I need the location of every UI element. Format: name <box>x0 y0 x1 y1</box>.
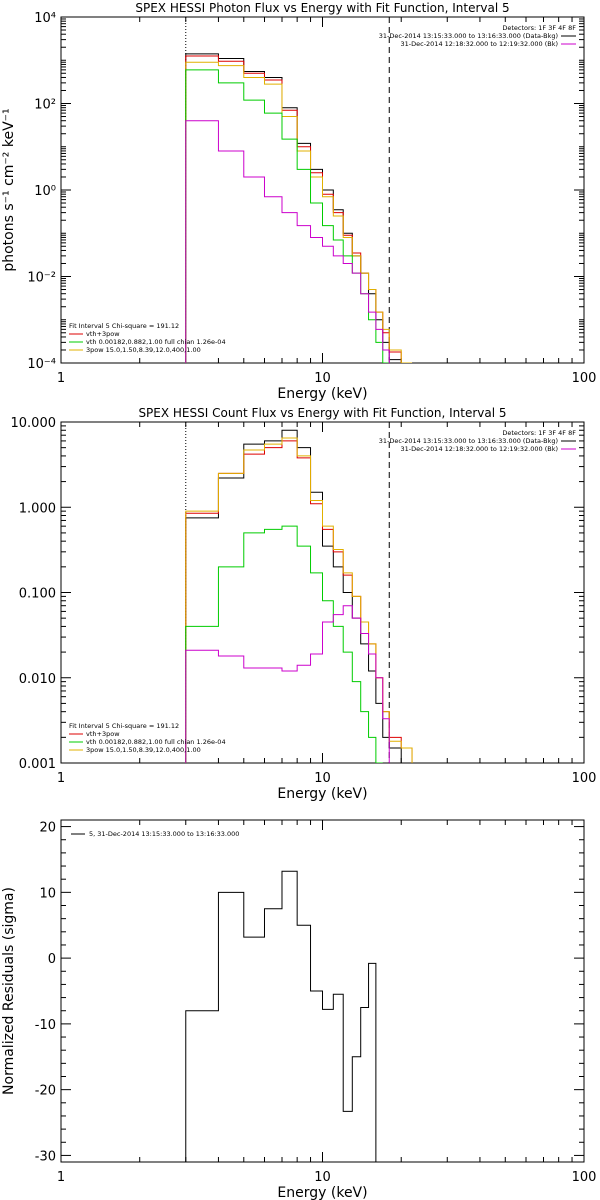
fit-legend-header: Fit Interval 5 Chi-square = 191.12 <box>69 322 179 330</box>
fit-legend-text: 3pow 15.0,1.50,8.39,12.0,400,1.00 <box>86 346 201 354</box>
series-step-line-3 <box>185 437 413 763</box>
series-step-line-5 <box>185 605 390 763</box>
y-tick-label: 10⁴ <box>34 11 56 26</box>
y-tick-label: -10 <box>35 1018 56 1033</box>
x-tick-label: 1 <box>57 1170 65 1185</box>
series-step-line-4 <box>185 525 383 763</box>
y-tick-label: -20 <box>35 1084 56 1099</box>
y-tick-label: 0.001 <box>19 757 56 772</box>
x-tick-label: 100 <box>572 771 597 786</box>
y-tick-label: 20 <box>39 821 56 836</box>
fit-legend-text: vth 0.00182,0.882,1.00 full chian 1.26e-… <box>86 338 226 346</box>
legend-entry-text: 31-Dec-2014 13:15:33.000 to 13:16:33.000… <box>379 32 558 40</box>
series-step-line-1 <box>185 870 377 1162</box>
y-tick-label: 10² <box>34 98 56 113</box>
y-tick-label: 10⁰ <box>34 184 56 199</box>
series-step-line-2 <box>185 55 413 363</box>
y-tick-label: 0.100 <box>19 587 56 602</box>
legend-header: Detectors: 1F 3F 4F 8F <box>502 429 576 437</box>
series-group <box>185 870 377 1162</box>
chart-title: SPEX HESSI Photon Flux vs Energy with Fi… <box>135 1 509 15</box>
series-group <box>185 429 413 763</box>
y-tick-label: 10 <box>39 886 56 901</box>
x-tick-label: 1 <box>57 771 65 786</box>
x-tick-label: 10 <box>314 1170 331 1185</box>
legend-entry-text: 31-Dec-2014 12:18:32.000 to 12:19:32.000… <box>401 445 559 453</box>
x-axis-label: Energy (keV) <box>277 786 367 802</box>
chart-panel-3: 1 10 100 -30 -20 -10 0 10 20 Energy (keV) Normaliz… <box>1 819 597 1200</box>
fit-legend-text: vth 0.00182,0.882,1.00 full chian 1.26e-… <box>86 738 226 746</box>
y-tick-label: -30 <box>35 1149 56 1164</box>
fit-legend-text: 3pow 15.0,1.50,8.39,12.0,400,1.00 <box>86 746 201 754</box>
series-step-line-5 <box>185 120 390 363</box>
x-tick-label: 100 <box>572 1170 597 1185</box>
y-tick-label: 0.010 <box>19 672 56 687</box>
y-tick-label: 1.000 <box>19 501 56 516</box>
y-tick-label: 10⁻² <box>27 271 56 286</box>
y-tick-label: 10.000 <box>11 416 57 431</box>
fit-legend-text: vth+3pow <box>86 330 120 338</box>
x-axis-label: Energy (keV) <box>277 1185 367 1200</box>
y-tick-label: 10⁻⁴ <box>27 357 56 372</box>
legend-header: Detectors: 1F 3F 4F 8F <box>502 24 576 32</box>
fit-legend-header: Fit Interval 5 Chi-square = 191.12 <box>69 722 179 730</box>
series-step-line-4 <box>185 69 390 363</box>
y-axis-label: photons s⁻¹ cm⁻² keV⁻¹ <box>1 108 17 271</box>
legend-entry-text: 31-Dec-2014 12:18:32.000 to 12:19:32.000… <box>401 40 559 48</box>
y-tick-label: 0 <box>48 952 56 967</box>
series-step-line-3 <box>185 61 413 363</box>
legend-entry-text: 31-Dec-2014 13:15:33.000 to 13:16:33.000… <box>379 437 558 445</box>
fit-legend-text: vth+3pow <box>86 730 120 738</box>
y-axis-label: Normalized Residuals (sigma) <box>1 887 17 1095</box>
residual-legend-text: 5, 31-Dec-2014 13:15:33.000 to 13:16:33.… <box>89 830 239 838</box>
series-step-line-1 <box>185 429 402 763</box>
chart-panel-2: 1 10 100 0.001 0.010 0.100 1.000 10.000 SPEX HES… <box>11 406 597 802</box>
x-tick-label: 10 <box>314 371 331 386</box>
chart-panel-1: 1 10 100 10⁻⁴ 10⁻² 10⁰ 10² 10⁴ SPEX HESSI Photon… <box>1 1 596 402</box>
x-axis-label: Energy (keV) <box>277 386 367 402</box>
x-tick-label: 1 <box>57 371 65 386</box>
x-tick-label: 100 <box>572 371 597 386</box>
series-step-line-2 <box>185 440 413 763</box>
x-tick-label: 10 <box>314 771 331 786</box>
chart-title: SPEX HESSI Count Flux vs Energy with Fit… <box>138 406 506 420</box>
series-group <box>185 53 413 363</box>
